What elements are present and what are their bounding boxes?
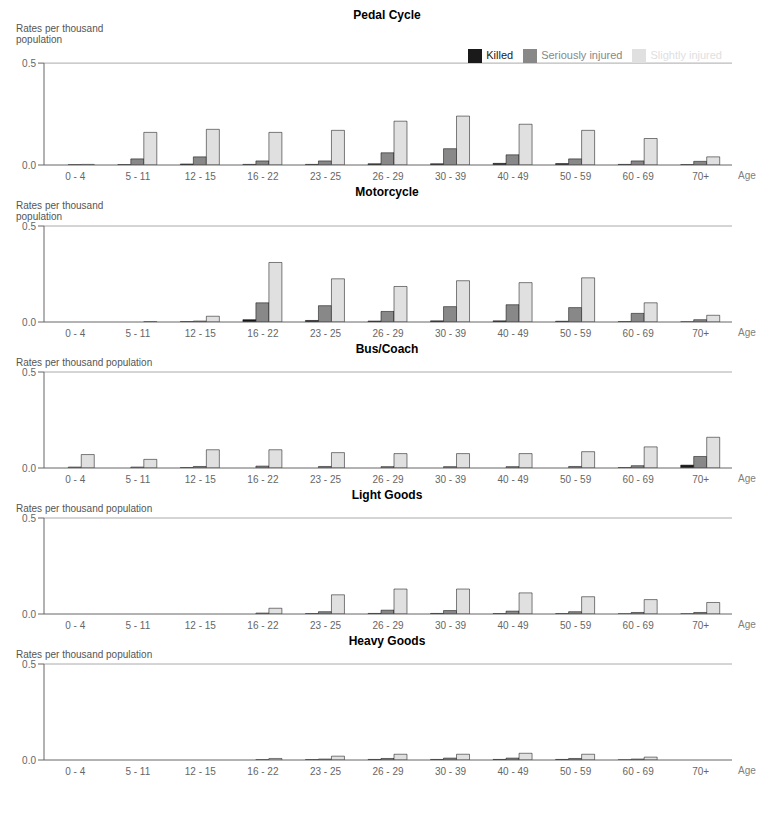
svg-text:Age: Age — [738, 619, 756, 630]
svg-text:16 - 22: 16 - 22 — [247, 328, 279, 339]
svg-text:30 - 39: 30 - 39 — [435, 766, 467, 777]
svg-text:0.5: 0.5 — [22, 514, 36, 524]
html-text:Rates per thousand population: Rates per thousand population — [16, 357, 153, 368]
svg-text:50 - 59: 50 - 59 — [560, 620, 592, 631]
svg-text:0.0: 0.0 — [22, 755, 36, 766]
svg-text:60 - 69: 60 - 69 — [623, 620, 655, 631]
svg-text:0.0: 0.0 — [22, 317, 36, 328]
html-text:Bus/Coach: Bus/Coach — [355, 342, 419, 356]
svg-text:5 - 11: 5 - 11 — [125, 328, 150, 339]
svg-text:40 - 49: 40 - 49 — [498, 328, 530, 339]
svg-text:30 - 39: 30 - 39 — [435, 620, 467, 631]
svg-text:26 - 29: 26 - 29 — [372, 171, 404, 182]
svg-text:30 - 39: 30 - 39 — [435, 171, 467, 182]
svg-text:30 - 39: 30 - 39 — [435, 328, 467, 339]
svg-text:16 - 22: 16 - 22 — [247, 171, 279, 182]
svg-text:30 - 39: 30 - 39 — [435, 474, 467, 485]
svg-text:50 - 59: 50 - 59 — [560, 474, 592, 485]
svg-text:23 - 25: 23 - 25 — [310, 474, 342, 485]
svg-text:70+: 70+ — [692, 620, 709, 631]
svg-text:70+: 70+ — [692, 171, 709, 182]
html-text:Rates per thousand population: Rates per thousand population — [16, 503, 153, 514]
svg-text:5 - 11: 5 - 11 — [125, 766, 150, 777]
html-text:Heavy Goods: Heavy Goods — [348, 634, 426, 648]
svg-text:26 - 29: 26 - 29 — [372, 474, 404, 485]
svg-text:0.5: 0.5 — [22, 222, 36, 232]
svg-text:23 - 25: 23 - 25 — [310, 620, 342, 631]
svg-text:5 - 11: 5 - 11 — [125, 474, 150, 485]
svg-text:Age: Age — [738, 327, 756, 338]
svg-text:23 - 25: 23 - 25 — [310, 171, 342, 182]
svg-text:0 - 4: 0 - 4 — [65, 474, 85, 485]
svg-text:12 - 15: 12 - 15 — [185, 328, 217, 339]
svg-text:70+: 70+ — [692, 328, 709, 339]
svg-text:70+: 70+ — [692, 766, 709, 777]
svg-text:50 - 59: 50 - 59 — [560, 766, 592, 777]
svg-text:23 - 25: 23 - 25 — [310, 328, 342, 339]
svg-text:50 - 59: 50 - 59 — [560, 171, 592, 182]
html-text:Slightly injured: Slightly injured — [650, 49, 722, 61]
svg-text:Age: Age — [738, 765, 756, 776]
svg-text:26 - 29: 26 - 29 — [372, 620, 404, 631]
svg-text:40 - 49: 40 - 49 — [498, 766, 530, 777]
html-text:Seriously injured: Seriously injured — [541, 49, 623, 61]
svg-text:70+: 70+ — [692, 474, 709, 485]
html-text:Rates per thousand population: Rates per thousand population — [16, 649, 153, 660]
svg-text:23 - 25: 23 - 25 — [310, 766, 342, 777]
svg-text:12 - 15: 12 - 15 — [185, 474, 217, 485]
svg-text:0.5: 0.5 — [22, 58, 36, 69]
html-text:Rates per thousand population: Rates per thousand population — [16, 23, 104, 45]
svg-text:60 - 69: 60 - 69 — [623, 328, 655, 339]
svg-text:60 - 69: 60 - 69 — [623, 474, 655, 485]
svg-text:16 - 22: 16 - 22 — [247, 766, 279, 777]
svg-text:50 - 59: 50 - 59 — [560, 328, 592, 339]
svg-text:12 - 15: 12 - 15 — [185, 766, 217, 777]
svg-text:16 - 22: 16 - 22 — [247, 474, 279, 485]
svg-text:0 - 4: 0 - 4 — [65, 620, 85, 631]
svg-text:5 - 11: 5 - 11 — [125, 620, 150, 631]
svg-text:Age: Age — [738, 473, 756, 484]
svg-text:0 - 4: 0 - 4 — [65, 766, 85, 777]
svg-text:12 - 15: 12 - 15 — [185, 620, 217, 631]
svg-text:0.0: 0.0 — [22, 463, 36, 474]
svg-text:26 - 29: 26 - 29 — [372, 766, 404, 777]
svg-text:0.0: 0.0 — [22, 609, 36, 620]
svg-text:Age: Age — [738, 170, 756, 181]
svg-text:40 - 49: 40 - 49 — [498, 620, 530, 631]
html-text:Motorcycle: Motorcycle — [355, 185, 419, 199]
svg-text:40 - 49: 40 - 49 — [498, 171, 530, 182]
svg-text:0.5: 0.5 — [22, 368, 36, 378]
svg-text:40 - 49: 40 - 49 — [498, 474, 530, 485]
html-text:Light Goods: Light Goods — [351, 488, 423, 502]
svg-text:12 - 15: 12 - 15 — [185, 171, 217, 182]
html-text:Pedal Cycle: Pedal Cycle — [353, 8, 421, 22]
svg-text:16 - 22: 16 - 22 — [247, 620, 279, 631]
svg-text:60 - 69: 60 - 69 — [623, 171, 655, 182]
svg-text:60 - 69: 60 - 69 — [623, 766, 655, 777]
svg-text:5 - 11: 5 - 11 — [125, 171, 150, 182]
html-text:Killed: Killed — [486, 49, 514, 61]
html-text:Rates per thousand population: Rates per thousand population — [16, 200, 104, 222]
svg-text:0 - 4: 0 - 4 — [65, 328, 85, 339]
svg-text:0.0: 0.0 — [22, 160, 36, 171]
svg-text:0 - 4: 0 - 4 — [65, 171, 85, 182]
svg-text:26 - 29: 26 - 29 — [372, 328, 404, 339]
svg-text:0.5: 0.5 — [22, 660, 36, 670]
